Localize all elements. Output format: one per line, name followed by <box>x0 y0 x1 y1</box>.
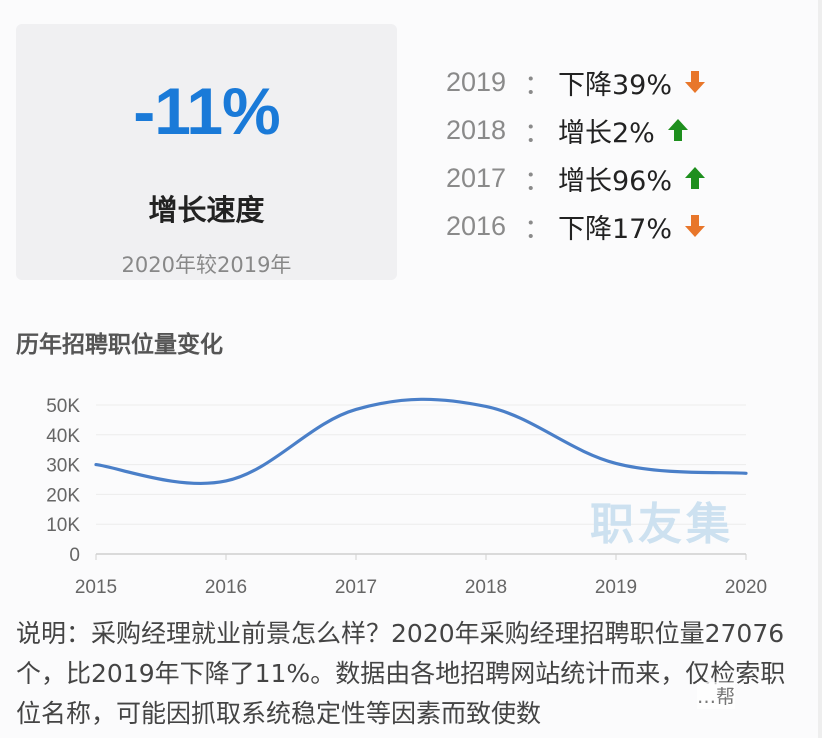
chart-title: 历年招聘职位量变化 <box>16 332 223 358</box>
description-text: 说明：采购经理就业前景怎么样？2020年采购经理招聘职位量27076个，比201… <box>16 619 786 728</box>
colon: ： <box>524 69 551 101</box>
yearly-change-list: 2019 ： 下降39% 2018 ： 增长2% 2017 ： 增长96% 20… <box>446 58 706 250</box>
yearly-change-row: 2019 ： 下降39% <box>446 58 706 106</box>
up-arrow-icon <box>685 167 706 189</box>
y-tick-label: 20K <box>46 485 80 506</box>
x-tick-label: 2017 <box>335 577 377 598</box>
change-text: 下降17% <box>558 213 673 245</box>
summary-card: -11% 增长速度 2020年较2019年 <box>16 24 397 280</box>
watermark-text: 职友集 <box>590 499 734 550</box>
growth-rate-period: 2020年较2019年 <box>121 253 292 277</box>
overlay-watermark: …帮 <box>697 682 736 709</box>
year-label: 2019 <box>446 66 507 97</box>
year-label: 2017 <box>446 162 507 193</box>
year-label: 2016 <box>446 210 507 241</box>
change-text: 增长96% <box>558 165 673 197</box>
change-text: 下降39% <box>558 69 673 101</box>
x-tick-label: 2016 <box>205 577 247 598</box>
page-edge <box>818 0 822 738</box>
colon: ： <box>524 165 551 197</box>
x-tick-label: 2018 <box>465 577 507 598</box>
line-chart: 0 10K 20K 30K 40K 50K 2015 2016 2017 2018 2019 2020 <box>46 396 767 598</box>
growth-rate-value: -11% <box>133 74 280 148</box>
yearly-change-row: 2017 ： 增长96% <box>446 154 706 202</box>
up-arrow-icon <box>667 119 688 141</box>
down-arrow-icon <box>685 71 706 93</box>
change-text: 增长2% <box>558 117 655 149</box>
y-tick-label: 50K <box>46 396 80 417</box>
yearly-change-row: 2016 ： 下降17% <box>446 202 706 250</box>
yearly-change-row: 2018 ： 增长2% <box>446 106 706 154</box>
growth-rate-label: 增长速度 <box>148 193 265 227</box>
down-arrow-icon <box>685 215 706 237</box>
colon: ： <box>524 213 551 245</box>
x-tick-label: 2019 <box>595 577 637 598</box>
y-tick-label: 40K <box>46 426 80 447</box>
colon: ： <box>524 117 551 149</box>
x-tick-label: 2020 <box>725 577 767 598</box>
y-tick-label: 0 <box>69 545 80 566</box>
x-tick-label: 2015 <box>75 577 117 598</box>
series-line <box>94 397 748 486</box>
year-label: 2018 <box>446 114 507 145</box>
y-tick-label: 10K <box>46 515 80 536</box>
y-tick-label: 30K <box>46 456 80 477</box>
